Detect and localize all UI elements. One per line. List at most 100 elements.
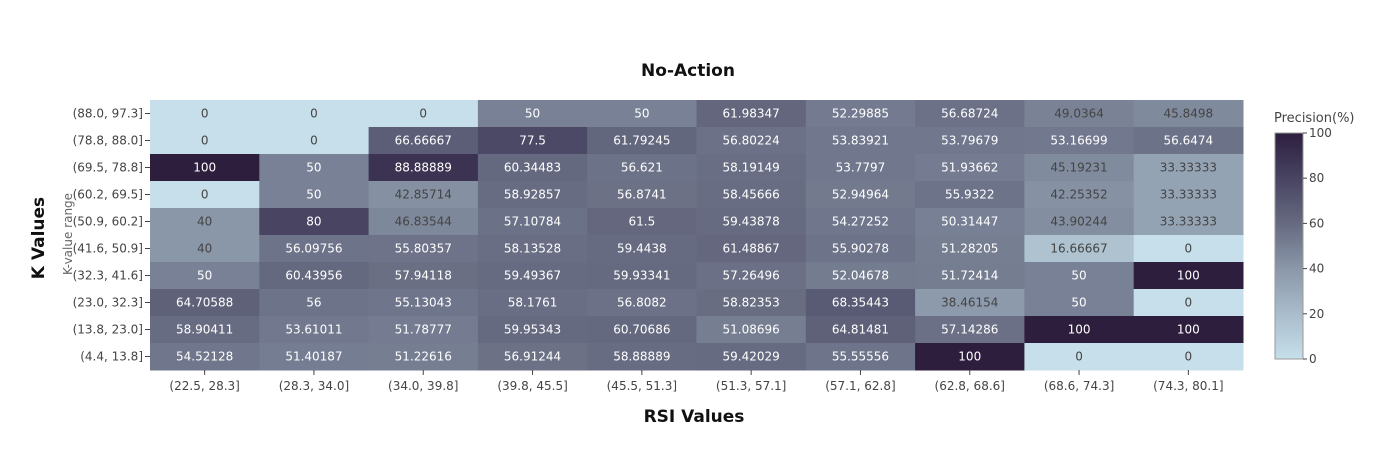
cell-value-label: 53.16699 — [1050, 134, 1107, 148]
heatmap-cell — [1133, 127, 1244, 155]
x-tick-label: (39.8, 45.5] — [497, 379, 567, 393]
heatmap-cell — [587, 154, 697, 182]
y-tick-label: (41.6, 50.9] — [73, 242, 143, 256]
heatmap-cell — [477, 127, 588, 155]
cell-value-label: 0 — [201, 188, 209, 202]
cell-value-label: 54.27252 — [832, 215, 889, 229]
heatmap-cell — [150, 289, 260, 317]
y-tick-label: (50.9, 60.2] — [73, 215, 143, 229]
colorbar-gradient — [1274, 132, 1304, 360]
cell-value-label: 0 — [1185, 242, 1193, 256]
heatmap-cell — [1024, 181, 1135, 209]
cell-value-label: 52.04678 — [832, 269, 889, 283]
cell-value-label: 33.33333 — [1160, 188, 1217, 202]
cell-value-label: 46.83544 — [395, 215, 452, 229]
cell-value-label: 100 — [193, 161, 216, 175]
colorbar-tick-label: 40 — [1309, 262, 1324, 276]
cell-value-label: 66.66667 — [395, 134, 452, 148]
cell-value-label: 59.49367 — [504, 269, 561, 283]
cell-value-label: 40 — [197, 242, 212, 256]
heatmap-cell — [805, 181, 916, 209]
cell-value-label: 60.34483 — [504, 161, 561, 175]
y-tick-label: (23.0, 32.3] — [73, 296, 143, 310]
colorbar-tick-label: 100 — [1309, 126, 1332, 140]
cell-value-label: 42.85714 — [395, 188, 452, 202]
cell-value-label: 61.98347 — [723, 107, 780, 121]
cell-value-label: 43.90244 — [1050, 215, 1107, 229]
heatmap-cell — [587, 289, 697, 317]
heatmap-cell — [696, 127, 807, 155]
heatmap-cell — [259, 100, 370, 128]
heatmap-cell — [696, 235, 807, 263]
heatmap-cell — [805, 235, 916, 263]
heatmap-cell — [1024, 343, 1135, 371]
cell-value-label: 50 — [634, 107, 649, 121]
cell-value-label: 54.52128 — [176, 350, 233, 364]
heatmap-cell — [805, 289, 916, 317]
cell-value-label: 55.13043 — [395, 296, 452, 310]
colorbar-tick-label: 0 — [1309, 352, 1317, 366]
heatmap-cell — [150, 262, 260, 290]
heatmap-cells: 0 0 0 50 50 61.98347 52.29885 56.68724 49.0364 45… — [150, 100, 1244, 371]
cell-value-label: 61.48867 — [723, 242, 780, 256]
heatmap-cell — [805, 127, 916, 155]
cell-value-label: 42.25352 — [1050, 188, 1107, 202]
colorbar-tick-label: 60 — [1309, 216, 1324, 230]
heatmap-cell — [587, 235, 697, 263]
heatmap-cell — [1024, 262, 1135, 290]
cell-value-label: 56.91244 — [504, 350, 561, 364]
heatmap-cell — [696, 316, 807, 344]
y-tick-label: (13.8, 23.0] — [73, 323, 143, 337]
heatmap-cell — [805, 316, 916, 344]
cell-value-label: 58.1761 — [508, 296, 558, 310]
heatmap-cell — [368, 181, 479, 209]
heatmap-cell — [587, 343, 697, 371]
heatmap-cell — [1024, 316, 1135, 344]
y-tick-label: (4.4, 13.8] — [80, 350, 143, 364]
cell-value-label: 55.90278 — [832, 242, 889, 256]
heatmap-cell — [368, 316, 479, 344]
heatmap-cell — [368, 100, 479, 128]
heatmap-cell — [150, 154, 260, 182]
heatmap-cell — [368, 208, 479, 236]
cell-value-label: 57.26496 — [723, 269, 780, 283]
cell-value-label: 45.19231 — [1050, 161, 1107, 175]
cell-value-label: 50 — [306, 188, 321, 202]
cell-value-label: 51.22616 — [395, 350, 452, 364]
heatmap-cell — [696, 343, 807, 371]
colorbar-tick-label: 80 — [1309, 171, 1324, 185]
cell-value-label: 33.33333 — [1160, 161, 1217, 175]
heatmap-cell — [915, 316, 1025, 344]
y-tick-label: (32.3, 41.6] — [73, 269, 143, 283]
cell-value-label: 58.13528 — [504, 242, 561, 256]
heatmap-cell — [915, 235, 1025, 263]
cell-value-label: 100 — [1068, 323, 1091, 337]
heatmap-cell — [1024, 235, 1135, 263]
cell-value-label: 100 — [958, 350, 981, 364]
x-tick-label: (34.0, 39.8] — [388, 379, 458, 393]
cell-value-label: 0 — [1185, 350, 1193, 364]
heatmap-cell — [150, 127, 260, 155]
y-tick-label: (69.5, 78.8] — [73, 161, 143, 175]
cell-value-label: 59.42029 — [723, 350, 780, 364]
cell-value-label: 55.9322 — [945, 188, 995, 202]
cell-value-label: 61.5 — [628, 215, 655, 229]
chart-title: No-Action — [641, 61, 735, 81]
cell-value-label: 56 — [306, 296, 321, 310]
cell-value-label: 51.08696 — [723, 323, 780, 337]
cell-value-label: 51.28205 — [941, 242, 998, 256]
cell-value-label: 0 — [201, 107, 209, 121]
cell-value-label: 51.78777 — [395, 323, 452, 337]
cell-value-label: 56.09756 — [285, 242, 342, 256]
cell-value-label: 56.8741 — [617, 188, 667, 202]
cell-value-label: 55.55556 — [832, 350, 889, 364]
heatmap-cell — [915, 181, 1025, 209]
y-axis-subtitle: K-value range — [61, 193, 75, 275]
cell-value-label: 60.43956 — [285, 269, 342, 283]
heatmap-cell — [477, 154, 588, 182]
cell-value-label: 57.10784 — [504, 215, 561, 229]
cell-value-label: 53.79679 — [941, 134, 998, 148]
cell-value-label: 53.61011 — [285, 323, 342, 337]
cell-value-label: 50.31447 — [941, 215, 998, 229]
